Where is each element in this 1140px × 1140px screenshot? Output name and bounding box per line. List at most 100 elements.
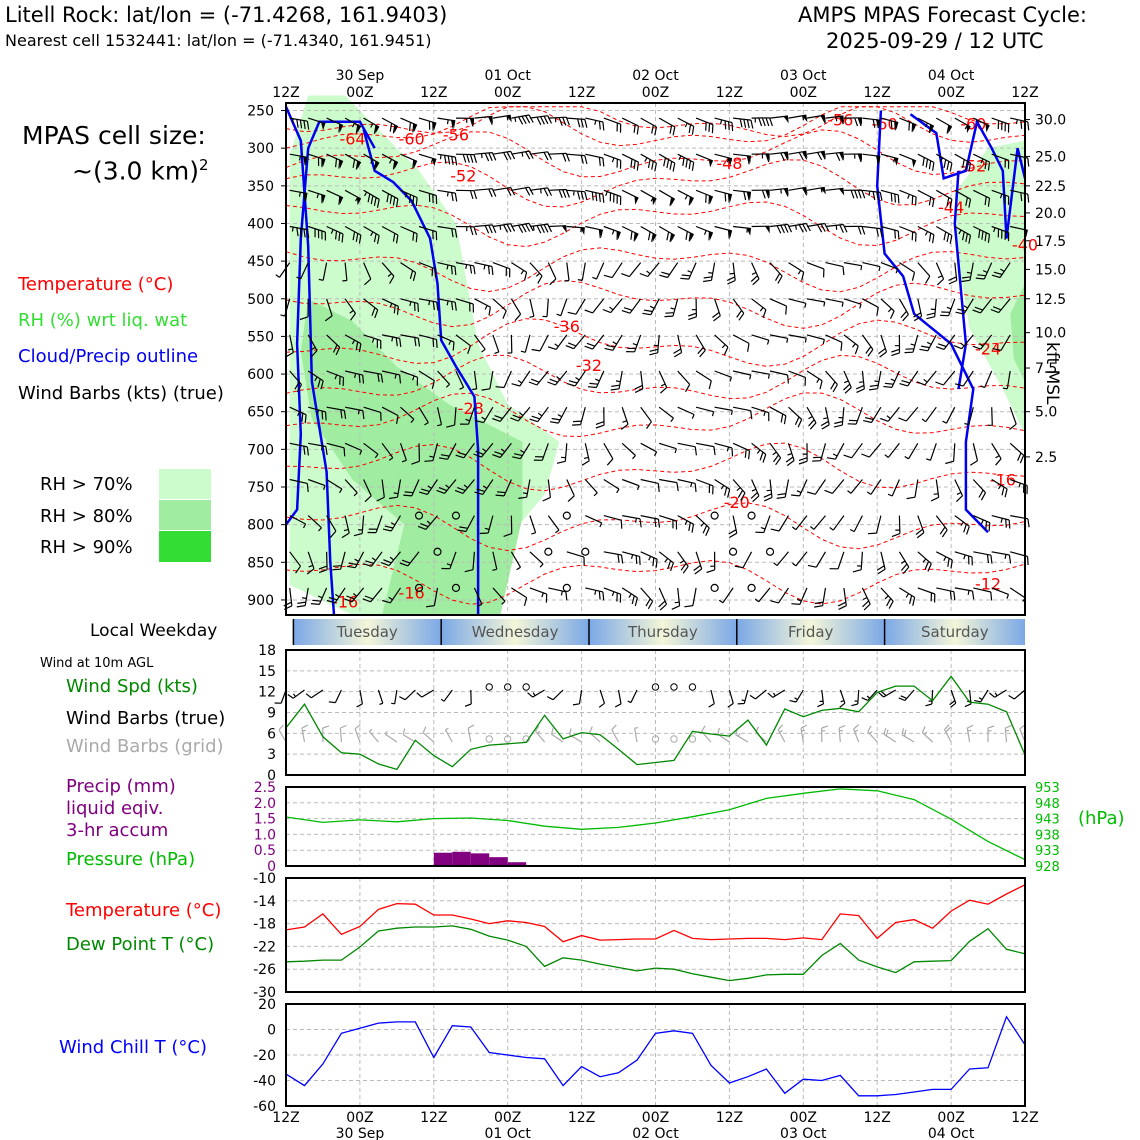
wind-barb (368, 728, 379, 743)
wind-barb (899, 370, 919, 387)
wind-barb (529, 551, 544, 568)
wind-barb (901, 728, 915, 743)
wind-barb (769, 187, 789, 197)
wind-barb (436, 407, 443, 427)
wind-barb (917, 117, 935, 134)
wind-barb (880, 587, 894, 609)
wind-barb (972, 479, 987, 501)
wind-barb (788, 150, 808, 161)
wind-barb (399, 443, 407, 463)
wind-barb (418, 406, 429, 426)
barb-flag (765, 226, 770, 234)
wind-barb (826, 443, 845, 460)
rh-region-2 (954, 140, 1025, 435)
top-hour-label: 12Z (716, 85, 743, 101)
weekday-label: Thursday (627, 623, 698, 641)
wind-barb (621, 587, 638, 607)
legend-temperature: Temperature (°C) (18, 274, 174, 295)
wind-barb (658, 225, 676, 243)
wind-barb (936, 117, 953, 134)
wind-barb (732, 406, 753, 420)
wind-speed-frame (285, 649, 1026, 776)
wind-barb (750, 479, 760, 503)
wind-barb (341, 515, 350, 539)
wind-barb (381, 298, 399, 315)
wind-barb (843, 189, 866, 199)
wind-barb (439, 443, 457, 460)
wind-barb (389, 479, 402, 500)
calm-marker (414, 511, 424, 520)
wind-barb (991, 515, 1011, 529)
wind-barb (418, 262, 437, 278)
wind-barb (825, 370, 838, 393)
wind-barb (884, 442, 900, 458)
wind-barb (529, 151, 553, 161)
wind-barb (695, 334, 706, 358)
wind-barb (806, 222, 830, 233)
wind-barb (751, 298, 767, 318)
isotherm (285, 560, 1026, 605)
barb-flag (838, 188, 845, 196)
wind-barb (627, 689, 638, 704)
pressure-tick-label: 928 (1035, 860, 1060, 875)
wind-barb (942, 406, 956, 424)
wind-barb (455, 370, 465, 390)
kft-tick-label: 2.5 (1035, 450, 1057, 466)
wind-barb (714, 442, 734, 457)
calm-marker (522, 683, 530, 691)
wind-barb (566, 117, 588, 128)
wind-barb (492, 406, 512, 422)
wind-barb (867, 725, 878, 743)
wind-barb (529, 298, 535, 318)
precip-bar (489, 857, 508, 866)
wind-barb (878, 689, 897, 698)
swatch-rh70 (159, 469, 211, 499)
bottom-date-label: 02 Oct (632, 1126, 679, 1140)
wind-barb (440, 689, 453, 702)
wind-barb (585, 515, 603, 528)
wind-barb (367, 515, 383, 534)
wind-barb (658, 153, 676, 172)
wind-barb (954, 551, 973, 566)
precip-frame (285, 786, 1026, 867)
wind-barb (824, 479, 845, 494)
isotherm-label: -44 (938, 198, 964, 217)
wind-barb (354, 724, 361, 743)
wind-barb (380, 551, 401, 567)
wind-barb (806, 370, 823, 390)
wind-barb (621, 189, 639, 199)
wind-barb (363, 298, 379, 319)
wind-barb (769, 298, 788, 315)
wind-barb (869, 370, 882, 391)
wind-barb (585, 587, 605, 601)
wind-barb (640, 117, 657, 136)
wind-barb (806, 479, 826, 495)
top-hour-label: 00Z (642, 85, 669, 101)
wind-barb (843, 442, 863, 459)
wind-barb (474, 152, 497, 162)
wind-barb (953, 334, 974, 350)
wind-barb (754, 587, 771, 603)
wind-barb (954, 479, 964, 503)
wind-barb (991, 478, 1008, 498)
wind-barb (862, 262, 881, 272)
wind-barb (948, 262, 958, 285)
wind-barb (492, 150, 516, 161)
calm-marker (451, 583, 461, 592)
isotherm-label: -48 (716, 154, 742, 173)
kft-tick-label: 20.0 (1035, 206, 1066, 222)
wind-barb (307, 370, 324, 390)
wind-barb (529, 587, 548, 603)
wind-barb (474, 298, 491, 316)
wind-barb (529, 515, 537, 535)
dewpoint-legend: Dew Point T (°C) (66, 934, 215, 955)
wind-barb (866, 479, 882, 495)
isotherm (285, 106, 1026, 149)
wind-barb (529, 187, 553, 197)
wind-barb (789, 689, 804, 703)
wind-barb (659, 478, 679, 492)
calm-marker (562, 511, 571, 520)
wind-barb (863, 406, 882, 424)
wind-barb (862, 189, 883, 201)
wind-barb (400, 225, 418, 243)
